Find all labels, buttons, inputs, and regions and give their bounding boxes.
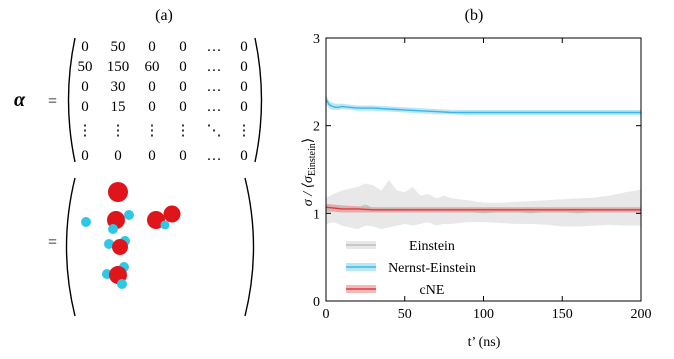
matrix-cell: … — [207, 39, 222, 55]
matrix-cell: 50 — [111, 39, 126, 55]
matrix-cell: ⋱ — [207, 123, 222, 139]
einstein-band — [326, 180, 641, 230]
matrix-cell: ⋮ — [78, 123, 93, 139]
hydrogen-atom — [124, 210, 134, 220]
y-axis-label-main: σ / ⟨σ — [301, 175, 316, 206]
hydrogen-atom — [117, 279, 127, 289]
panel-a-label: (a) — [155, 7, 173, 24]
matrix-cell: 0 — [81, 148, 89, 164]
legend: Einstein Nernst-Einstein cNE — [346, 239, 476, 298]
matrix-cell: 150 — [107, 59, 130, 75]
matrix-cell: 0 — [148, 39, 156, 55]
matrix-cell: 60 — [145, 59, 160, 75]
molecule-left-paren — [65, 177, 76, 317]
matrix-cell: 0 — [179, 59, 187, 75]
y-tick-label: 1 — [313, 207, 320, 222]
matrix-cell: 50 — [78, 59, 93, 75]
matrix-cell: 0 — [81, 99, 89, 115]
hydrogen-atom — [160, 220, 170, 230]
legend-label: Nernst-Einstein — [388, 261, 476, 276]
matrix-cell: 0 — [81, 79, 89, 95]
y-tick-label: 0 — [313, 295, 320, 310]
matrix-cell: 30 — [111, 79, 126, 95]
matrix-cell: … — [207, 99, 222, 115]
hydrogen-atom — [81, 217, 91, 227]
cne-line — [325, 206, 641, 211]
y-axis-label-sub: Einstein — [307, 143, 318, 176]
matrix-cell: 0 — [240, 59, 248, 75]
x-axis-label: t’ (ns) — [468, 335, 501, 350]
matrix-cell: 0 — [81, 39, 89, 55]
panel-a: (a) α = = 0 50 0 0… 0 50 150 60 0… 0 0 30 0 0… 0 0 15 0 0…… — [0, 0, 290, 354]
matrix-cell: … — [207, 59, 222, 75]
hydrogen-atom — [104, 239, 114, 249]
plot-frame — [325, 37, 642, 302]
matrix-cell: 15 — [111, 99, 126, 115]
y-tick-label: 2 — [313, 120, 320, 135]
matrix-cell: ⋮ — [145, 123, 160, 139]
equals-sign-1: = — [48, 93, 57, 110]
equals-sign-2: = — [48, 234, 57, 251]
x-tick-label: 150 — [552, 307, 573, 322]
axis-ticks: 0 50 100 150 200 0 1 2 3 — [313, 32, 652, 322]
y-axis-label: σ / ⟨σEinstein⟩ — [301, 138, 318, 206]
matrix-cell: ⋮ — [176, 123, 191, 139]
matrix-cell: 0 — [148, 99, 156, 115]
hydrogen-atom — [108, 224, 118, 234]
matrix-cell: … — [207, 79, 222, 95]
x-tick-label: 0 — [323, 307, 330, 322]
matrix-cell: 0 — [179, 148, 187, 164]
matrix-cell: 0 — [179, 39, 187, 55]
series-lines — [325, 99, 642, 214]
matrix-cell: 0 — [179, 79, 187, 95]
molecule-right-paren — [244, 177, 255, 317]
legend-label: cNE — [420, 283, 445, 298]
matrix-left-paren — [67, 37, 76, 163]
matrix-cells: 0 50 0 0… 050 150 60 0… 00 30 0 0… 00 15 0 0… 0⋮ ⋮ ⋮ ⋮ ⋱ ⋮0 0 0… — [78, 39, 252, 164]
conductivity-chart: (b) σ / ⟨σEinstein⟩ t’ (ns) 0 50 100 150 200… — [301, 7, 652, 350]
panel-b: (b) σ / ⟨σEinstein⟩ t’ (ns) 0 50 100 150 200… — [290, 0, 674, 354]
x-tick-label: 50 — [398, 307, 412, 322]
alpha-symbol: α — [14, 89, 26, 111]
matrix-cell: 0 — [179, 99, 187, 115]
matrix-cell: 0 — [240, 99, 248, 115]
einstein-line — [325, 204, 642, 214]
matrix-cell: 0 — [114, 148, 122, 164]
x-tick-label: 100 — [473, 307, 494, 322]
matrix-cell: … — [207, 148, 222, 164]
matrix-cell: 0 — [148, 79, 156, 95]
molecule-cluster — [81, 182, 181, 289]
matrix-cell: ⋮ — [111, 123, 126, 139]
nernst-einstein-line — [325, 99, 641, 114]
matrix-cell: 0 — [240, 39, 248, 55]
matrix-cell: ⋮ — [237, 123, 252, 139]
matrix-right-paren — [254, 37, 263, 163]
oxygen-atom — [112, 239, 128, 255]
matrix-cell: 0 — [148, 148, 156, 164]
panel-a-figure: (a) α = = 0 50 0 0… 050 150 60 0… 00 30 0 0… 00 15 0 0…… — [14, 7, 263, 317]
matrix-cell: 0 — [240, 79, 248, 95]
oxygen-atom — [163, 205, 181, 223]
y-tick-label: 3 — [313, 32, 320, 47]
y-axis-label-close: ⟩ — [301, 138, 316, 143]
legend-label: Einstein — [409, 239, 455, 254]
oxygen-atom — [108, 182, 128, 202]
oxygen-atom — [147, 211, 165, 229]
matrix-cell: 0 — [240, 148, 248, 164]
x-tick-label: 200 — [631, 307, 652, 322]
panel-b-label: (b) — [465, 7, 484, 24]
